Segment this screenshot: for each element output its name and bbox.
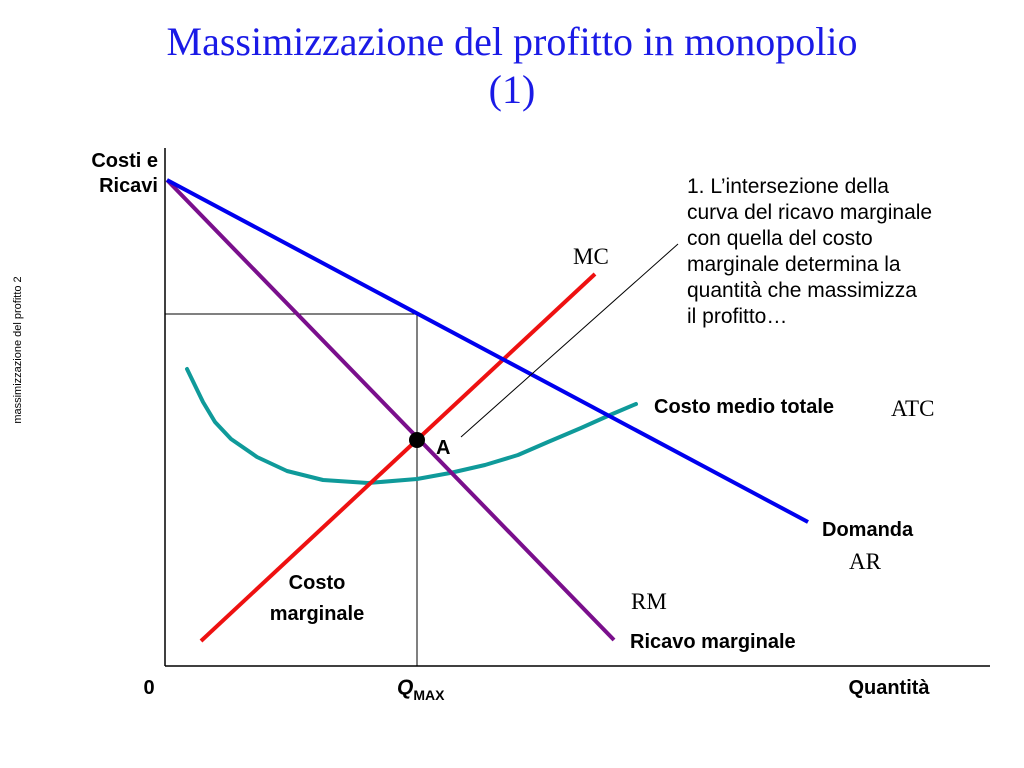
y-axis-label-line2: Ricavi (99, 175, 158, 197)
q-max-label: QMAX (397, 676, 445, 703)
note-line-3: con quella del costo (687, 227, 873, 250)
origin-label: 0 (143, 677, 154, 699)
slide-title: Massimizzazione del profitto in monopoli… (0, 18, 1024, 114)
note-line-5: quantità che massimizza (687, 279, 917, 302)
mc-long-label-line1: Costo (289, 572, 346, 594)
y-axis-label-line1: Costi e (91, 150, 158, 172)
mc-long-label-line2: marginale (270, 603, 364, 625)
slide-title-line2: (1) (488, 67, 536, 112)
point-a-label: A (436, 437, 450, 459)
q-max-main: Q (397, 676, 413, 699)
demand-long-label: Domanda (822, 519, 914, 541)
note-pointer-line (460, 243, 679, 438)
note-line-1: 1. L’intersezione della (687, 175, 889, 198)
mc-curve (199, 272, 597, 643)
note-line-6: il profitto… (687, 305, 788, 328)
note-line-4: marginale determina la (687, 253, 901, 276)
atc-curve (185, 367, 638, 485)
mr-long-label: Ricavo marginale (630, 631, 796, 653)
note-line-2: curva del ricavo marginale (687, 201, 933, 224)
mr-curve (165, 178, 616, 642)
demand-curve (166, 178, 809, 524)
demand-short-label: AR (849, 549, 882, 574)
slide-title-line1: Massimizzazione del profitto in monopoli… (166, 19, 858, 64)
explanation-note: 1. L’intersezione della curva del ricavo… (687, 174, 997, 330)
q-max-subscript: MAX (413, 687, 445, 703)
mr-short-label: RM (631, 589, 667, 614)
mc-short-label: MC (573, 244, 609, 269)
x-axis-label: Quantità (848, 677, 930, 699)
point-a-marker (409, 432, 425, 448)
atc-long-label: Costo medio totale (654, 396, 834, 418)
atc-short-label: ATC (891, 396, 934, 421)
